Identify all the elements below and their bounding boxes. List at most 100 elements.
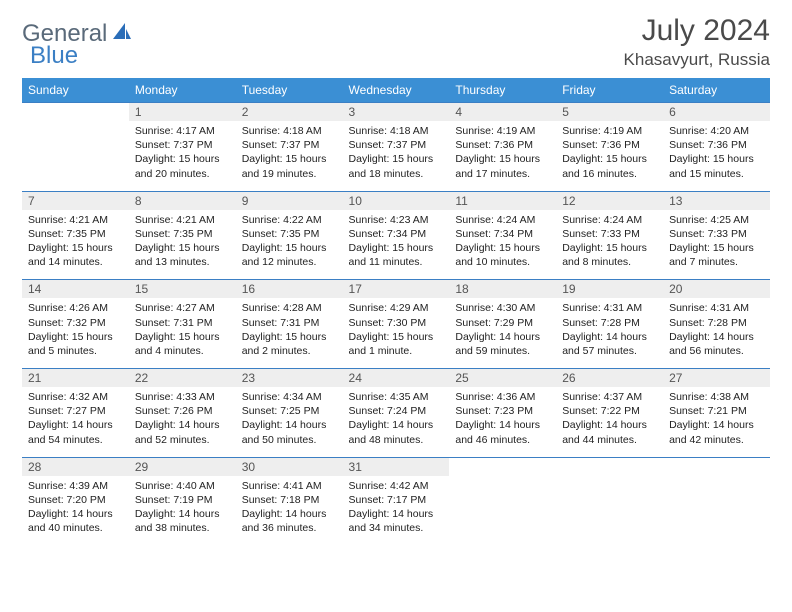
day-cell: Sunrise: 4:19 AMSunset: 7:36 PMDaylight:… [556,121,663,191]
sunrise-text: Sunrise: 4:29 AM [349,301,444,315]
sunrise-text: Sunrise: 4:18 AM [242,124,337,138]
day-number: 24 [343,369,450,388]
day-cell: Sunrise: 4:21 AMSunset: 7:35 PMDaylight:… [129,210,236,280]
day-cell: Sunrise: 4:17 AMSunset: 7:37 PMDaylight:… [129,121,236,191]
daylight-line2: and 56 minutes. [669,344,764,358]
day-cell: Sunrise: 4:30 AMSunset: 7:29 PMDaylight:… [449,298,556,368]
day-cell: Sunrise: 4:24 AMSunset: 7:33 PMDaylight:… [556,210,663,280]
day-content-row: Sunrise: 4:17 AMSunset: 7:37 PMDaylight:… [22,121,770,191]
daylight-line1: Daylight: 15 hours [135,241,230,255]
daylight-line2: and 20 minutes. [135,167,230,181]
day-number: 26 [556,369,663,388]
weekday-tue: Tuesday [236,78,343,103]
day-number-row: 28293031 [22,457,770,476]
day-cell: Sunrise: 4:35 AMSunset: 7:24 PMDaylight:… [343,387,450,457]
daylight-line1: Daylight: 15 hours [135,330,230,344]
daylight-line1: Daylight: 14 hours [349,418,444,432]
day-cell: Sunrise: 4:38 AMSunset: 7:21 PMDaylight:… [663,387,770,457]
daylight-line2: and 59 minutes. [455,344,550,358]
sunrise-text: Sunrise: 4:31 AM [669,301,764,315]
sunset-text: Sunset: 7:33 PM [562,227,657,241]
day-number: 14 [22,280,129,299]
sunrise-text: Sunrise: 4:31 AM [562,301,657,315]
sunset-text: Sunset: 7:19 PM [135,493,230,507]
day-number-row: 78910111213 [22,191,770,210]
day-content-row: Sunrise: 4:32 AMSunset: 7:27 PM Daylight:… [22,387,770,457]
location: Khasavyurt, Russia [624,50,770,70]
day-number: 4 [449,103,556,122]
sunrise-text: Sunrise: 4:32 AM [28,390,123,404]
header: General July 2024 Khasavyurt, Russia [22,14,770,70]
sunset-text: Sunset: 7:29 PM [455,316,550,330]
daylight-line2: and 19 minutes. [242,167,337,181]
day-cell: Sunrise: 4:36 AMSunset: 7:23 PMDaylight:… [449,387,556,457]
day-cell: Sunrise: 4:41 AMSunset: 7:18 PMDaylight:… [236,476,343,546]
day-cell [22,121,129,191]
day-number: 8 [129,191,236,210]
day-cell [449,476,556,546]
day-number: 3 [343,103,450,122]
daylight-line1: Daylight: 15 hours [242,152,337,166]
sunrise-text: Sunrise: 4:25 AM [669,213,764,227]
sunrise-text: Sunrise: 4:30 AM [455,301,550,315]
daylight-line2: and 42 minutes. [669,433,764,447]
sunrise-text: Sunrise: 4:21 AM [135,213,230,227]
day-cell: Sunrise: 4:29 AMSunset: 7:30 PMDaylight:… [343,298,450,368]
daylight-line2: and 46 minutes. [455,433,550,447]
daylight-line2: and 1 minute. [349,344,444,358]
sunset-text: Sunset: 7:23 PM [455,404,550,418]
sunrise-text: Sunrise: 4:37 AM [562,390,657,404]
day-cell: Sunrise: 4:25 AMSunset: 7:33 PMDaylight:… [663,210,770,280]
day-cell: Sunrise: 4:31 AMSunset: 7:28 PMDaylight:… [663,298,770,368]
sunset-text: Sunset: 7:34 PM [455,227,550,241]
day-cell [663,476,770,546]
day-cell: Sunrise: 4:18 AMSunset: 7:37 PMDaylight:… [236,121,343,191]
day-number: 29 [129,457,236,476]
day-number: 28 [22,457,129,476]
sunrise-text: Sunrise: 4:21 AM [28,213,123,227]
daylight-line1: Daylight: 14 hours [562,418,657,432]
daylight-line1: Daylight: 15 hours [669,241,764,255]
daylight-line1: Daylight: 14 hours [669,330,764,344]
daylight-line1: Daylight: 15 hours [242,241,337,255]
daylight-line1: Daylight: 14 hours [455,418,550,432]
day-cell: Sunrise: 4:28 AMSunset: 7:31 PMDaylight:… [236,298,343,368]
sunrise-text: Sunrise: 4:35 AM [349,390,444,404]
sunset-text: Sunset: 7:31 PM [135,316,230,330]
daylight-line2: and 12 minutes. [242,255,337,269]
day-number [556,457,663,476]
sunrise-text: Sunrise: 4:41 AM [242,479,337,493]
weekday-fri: Friday [556,78,663,103]
sunrise-text: Sunrise: 4:42 AM [349,479,444,493]
day-number: 23 [236,369,343,388]
daylight-line2: and 52 minutes. [135,433,230,447]
daylight-line1: Daylight: 14 hours [135,507,230,521]
sunrise-text: Sunrise: 4:28 AM [242,301,337,315]
sunrise-text: Sunrise: 4:38 AM [669,390,764,404]
daylight-line1: Daylight: 15 hours [242,330,337,344]
sunset-text: Sunset: 7:27 PM [28,404,123,418]
day-number-row: 14151617181920 [22,280,770,299]
daylight-line1: Daylight: 15 hours [28,241,123,255]
sunset-text: Sunset: 7:37 PM [242,138,337,152]
daylight-line1: Daylight: 15 hours [349,152,444,166]
sunrise-text: Sunrise: 4:39 AM [28,479,123,493]
day-cell: Sunrise: 4:22 AMSunset: 7:35 PMDaylight:… [236,210,343,280]
day-number: 1 [129,103,236,122]
sunset-text: Sunset: 7:32 PM [28,316,123,330]
daylight-line2: and 57 minutes. [562,344,657,358]
daylight-line1: Daylight: 15 hours [135,152,230,166]
day-cell: Sunrise: 4:39 AMSunset: 7:20 PMDaylight:… [22,476,129,546]
logo-sail-icon [111,21,133,48]
day-number: 31 [343,457,450,476]
daylight-line2: and 2 minutes. [242,344,337,358]
sunrise-text: Sunrise: 4:33 AM [135,390,230,404]
sunrise-text: Sunrise: 4:34 AM [242,390,337,404]
month-title: July 2024 [624,14,770,48]
sunset-text: Sunset: 7:36 PM [669,138,764,152]
sunrise-text: Sunrise: 4:19 AM [562,124,657,138]
daylight-line2: and 38 minutes. [135,521,230,535]
daylight-line2: and 5 minutes. [28,344,123,358]
day-cell: Sunrise: 4:20 AMSunset: 7:36 PMDaylight:… [663,121,770,191]
daylight-line2: and 44 minutes. [562,433,657,447]
